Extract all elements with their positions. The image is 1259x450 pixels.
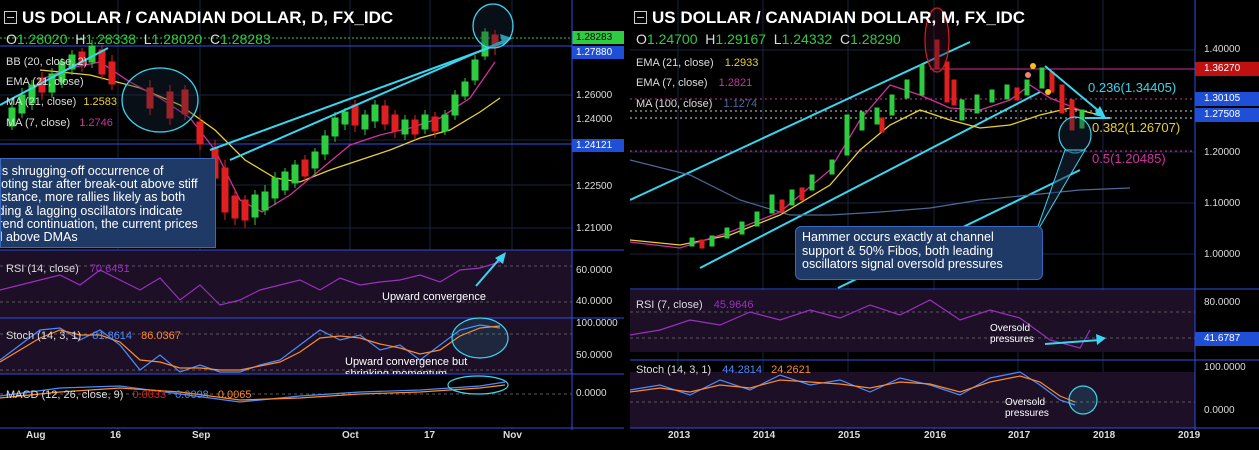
right-stoch-k-line — [629, 371, 1076, 406]
right-rsi-note: Oversold pressures — [990, 323, 1034, 345]
right-title-icon[interactable] — [634, 11, 647, 24]
left-rsi-label[interactable]: RSI (14, close) 70.6451 — [6, 263, 130, 275]
left-price-badge-2: 1.27880 — [576, 47, 613, 58]
right-stoch-note: Oversold pressures — [1005, 397, 1049, 419]
right-stoch-axis-1: 100.0000 — [1204, 362, 1246, 373]
left-price-badge-3: 1.24121 — [576, 140, 613, 151]
left-title-icon[interactable] — [4, 11, 17, 24]
left-price-axis-1: 1.26000 — [576, 90, 613, 101]
left-rsi-axis-2: 40.0000 — [576, 296, 613, 307]
left-stoch-axis-1: 100.0000 — [576, 318, 618, 329]
left-stoch-note: Upward convergence but shrinking momentu… — [345, 356, 468, 374]
left-highlight-circle-1 — [121, 67, 199, 133]
right-fib-236: 0.236(1.34405) — [1088, 80, 1177, 95]
left-stoch-label[interactable]: Stoch (14, 3, 1) 81.8614 86.0367 — [6, 330, 181, 342]
right-price-badge-1: 1.36270 — [1204, 63, 1241, 74]
left-price-axis-2: 1.24000 — [576, 114, 613, 125]
left-highlight-circle-2 — [472, 3, 514, 49]
right-indicator-ema7[interactable]: EMA (7, close) 1.2821 — [636, 77, 753, 89]
right-chart-svg — [629, 0, 1259, 445]
right-fib-5: 0.5(1.20485) — [1092, 151, 1166, 166]
left-macd-label[interactable]: MACD (12, 26, close, 9) 0.0033 0.0098 0.… — [6, 389, 252, 401]
right-chart-panel: US DOLLAR / CANADIAN DOLLAR, M, FX_IDC O… — [629, 0, 1259, 445]
left-chart-title: US DOLLAR / CANADIAN DOLLAR, D, FX_IDC — [22, 8, 394, 27]
left-macd-signal — [0, 384, 506, 401]
left-annotation-box: Bulls shrugging-off occurrence of shooti… — [0, 158, 216, 248]
left-price-badge-1: 1.28283 — [576, 32, 613, 43]
right-stoch-d-line — [629, 375, 1076, 403]
right-rsi-axis-1: 80.0000 — [1204, 297, 1241, 308]
left-indicator-ema[interactable]: EMA (21, close) — [6, 76, 84, 88]
right-stoch-axis-2: 0.0000 — [1204, 405, 1235, 416]
left-indicator-ma7[interactable]: MA (7, close) 1.2746 — [6, 117, 113, 129]
right-ema21 — [629, 107, 1101, 246]
right-price-badge-3: 1.27508 — [1204, 109, 1241, 120]
right-price-axis-4: 1.00000 — [1204, 249, 1241, 260]
right-annotation-box: Hammer occurs exactly at channel support… — [795, 226, 1043, 280]
right-price-badge-2: 1.30105 — [1204, 93, 1241, 104]
ma-purple-line — [39, 61, 496, 213]
right-price-axis-3: 1.10000 — [1204, 198, 1241, 209]
left-annotation-text: Bulls shrugging-off occurrence of shooti… — [0, 164, 198, 245]
right-rsi-line — [629, 299, 1091, 349]
right-price-axis-1: 1.40000 — [1204, 44, 1241, 55]
right-ohlc: O1.24700 H1.29167 L1.24332 C1.28290 — [636, 31, 901, 47]
right-price-axis-2: 1.20000 — [1204, 147, 1241, 158]
right-chart-title: US DOLLAR / CANADIAN DOLLAR, M, FX_IDC — [652, 8, 1026, 27]
left-stoch-d-line — [0, 325, 501, 371]
left-rsi-note: Upward convergence — [382, 291, 486, 303]
left-chart-svg — [0, 0, 624, 445]
left-rsi-line — [0, 261, 501, 306]
right-annotation-text: Hammer occurs exactly at channel support… — [802, 230, 1003, 271]
left-time-axis: Aug 16 Sep Oct 17 Nov — [26, 430, 522, 441]
left-ohlc: O1.28020 H1.28338 L1.28020 C1.28283 — [6, 31, 271, 47]
left-stoch-axis-2: 50.0000 — [576, 350, 613, 361]
left-chart-panel: US DOLLAR / CANADIAN DOLLAR, D, FX_IDC O… — [0, 0, 624, 445]
right-candles — [689, 64, 1085, 247]
right-ma100 — [629, 159, 1131, 216]
right-rsi-label[interactable]: RSI (7, close) 45.9646 — [636, 299, 754, 311]
left-price-axis-4: 1.21000 — [576, 223, 613, 234]
left-indicator-ma21[interactable]: MA (21, close) 1.2583 — [6, 96, 118, 108]
right-indicator-ma100[interactable]: MA (100, close) 1.1274 — [636, 98, 758, 110]
left-macd-axis-1: 0.0000 — [576, 388, 607, 399]
right-rsi-badge: 41.6787 — [1204, 333, 1241, 344]
right-stoch-label[interactable]: Stoch (14, 3, 1) 44.2814 24.2621 — [636, 364, 811, 376]
left-rsi-axis-1: 60.0000 — [576, 265, 613, 276]
right-indicator-ema21[interactable]: EMA (21, close) 1.2933 — [636, 57, 759, 69]
left-indicator-bb[interactable]: BB (20, close, 2) — [6, 56, 88, 68]
left-price-axis-3: 1.22500 — [576, 181, 613, 192]
right-fib-382: 0.382(1.26707) — [1092, 120, 1181, 135]
right-time-axis: 2013 2014 2015 2016 2017 2018 2019 — [668, 430, 1201, 441]
